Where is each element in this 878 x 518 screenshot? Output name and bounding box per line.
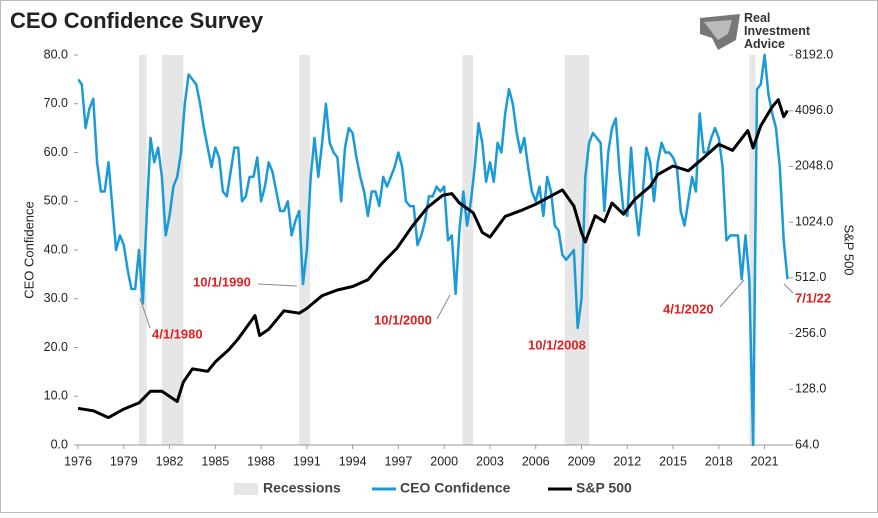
x-tick-label: 2021 bbox=[751, 454, 779, 468]
series-line bbox=[78, 53, 789, 446]
x-tick-label: 2003 bbox=[476, 454, 504, 468]
recession-band bbox=[299, 55, 310, 445]
x-tick-label: 1997 bbox=[385, 454, 413, 468]
y-tick-label: 40.0 bbox=[44, 242, 68, 256]
recession-band bbox=[139, 55, 147, 445]
y2-tick-label: 8192.0 bbox=[795, 47, 833, 61]
brand-name: Real Investment Advice bbox=[744, 12, 810, 51]
y-tick-label: 50.0 bbox=[44, 194, 68, 208]
y2-tick-label: 128.0 bbox=[795, 382, 826, 396]
recession-band bbox=[749, 55, 756, 445]
x-tick-label: 1991 bbox=[293, 454, 321, 468]
y2-axis-title: S&P 500 bbox=[842, 224, 857, 275]
recession-band bbox=[161, 55, 184, 445]
annotation: 10/1/2008 bbox=[528, 337, 586, 352]
y2-tick-label: 4096.0 bbox=[795, 103, 833, 117]
recession-band bbox=[564, 55, 590, 445]
x-tick-label: 2006 bbox=[522, 454, 550, 468]
annotation-leader bbox=[139, 297, 151, 329]
y-tick-label: 30.0 bbox=[44, 291, 68, 305]
brand-logo: Real Investment Advice bbox=[700, 12, 810, 51]
y-axis-title: CEO Confidence bbox=[21, 201, 36, 299]
y-tick-label: 10.0 bbox=[44, 389, 68, 403]
x-tick-label: 2018 bbox=[705, 454, 733, 468]
x-tick-label: 2009 bbox=[568, 454, 596, 468]
y-tick-label: 0.0 bbox=[51, 437, 68, 451]
chart-title: CEO Confidence Survey bbox=[10, 8, 264, 33]
y2-tick-label: 256.0 bbox=[795, 326, 826, 340]
legend-swatch bbox=[234, 483, 258, 495]
annotation: 7/1/22 bbox=[795, 290, 831, 305]
annotation: 10/1/1990 bbox=[193, 274, 251, 289]
annotation: 4/1/1980 bbox=[152, 326, 203, 341]
series-line bbox=[78, 98, 789, 420]
recession-band bbox=[462, 55, 474, 445]
y2-tick-label: 1024.0 bbox=[795, 214, 833, 228]
y2-tick-label: 512.0 bbox=[795, 270, 826, 284]
x-tick-label: 1988 bbox=[247, 454, 275, 468]
annotation-leader bbox=[436, 294, 451, 320]
y2-tick-label: 64.0 bbox=[795, 437, 819, 451]
y2-tick-label: 2048.0 bbox=[795, 159, 833, 173]
annotation: 10/1/2000 bbox=[374, 312, 432, 327]
x-tick-label: 2012 bbox=[613, 454, 641, 468]
annotation-leader bbox=[783, 283, 794, 294]
y-tick-label: 60.0 bbox=[44, 145, 68, 159]
legend-label: Recessions bbox=[263, 480, 341, 496]
x-tick-label: 2000 bbox=[430, 454, 458, 468]
y-tick-label: 80.0 bbox=[44, 47, 68, 61]
x-tick-label: 1994 bbox=[339, 454, 367, 468]
annotation: 4/1/2020 bbox=[663, 301, 714, 316]
y-tick-label: 70.0 bbox=[44, 96, 68, 110]
y-tick-label: 20.0 bbox=[44, 340, 68, 354]
x-tick-label: 1985 bbox=[201, 454, 229, 468]
plot-area bbox=[78, 53, 789, 446]
annotation-leader bbox=[719, 279, 745, 308]
legend-label: S&P 500 bbox=[576, 480, 632, 496]
legend-label: CEO Confidence bbox=[400, 480, 511, 496]
x-tick-label: 1982 bbox=[156, 454, 184, 468]
annotation-leader bbox=[257, 283, 298, 287]
x-tick-label: 2015 bbox=[659, 454, 687, 468]
x-tick-label: 1976 bbox=[64, 454, 92, 468]
x-tick-label: 1979 bbox=[110, 454, 138, 468]
